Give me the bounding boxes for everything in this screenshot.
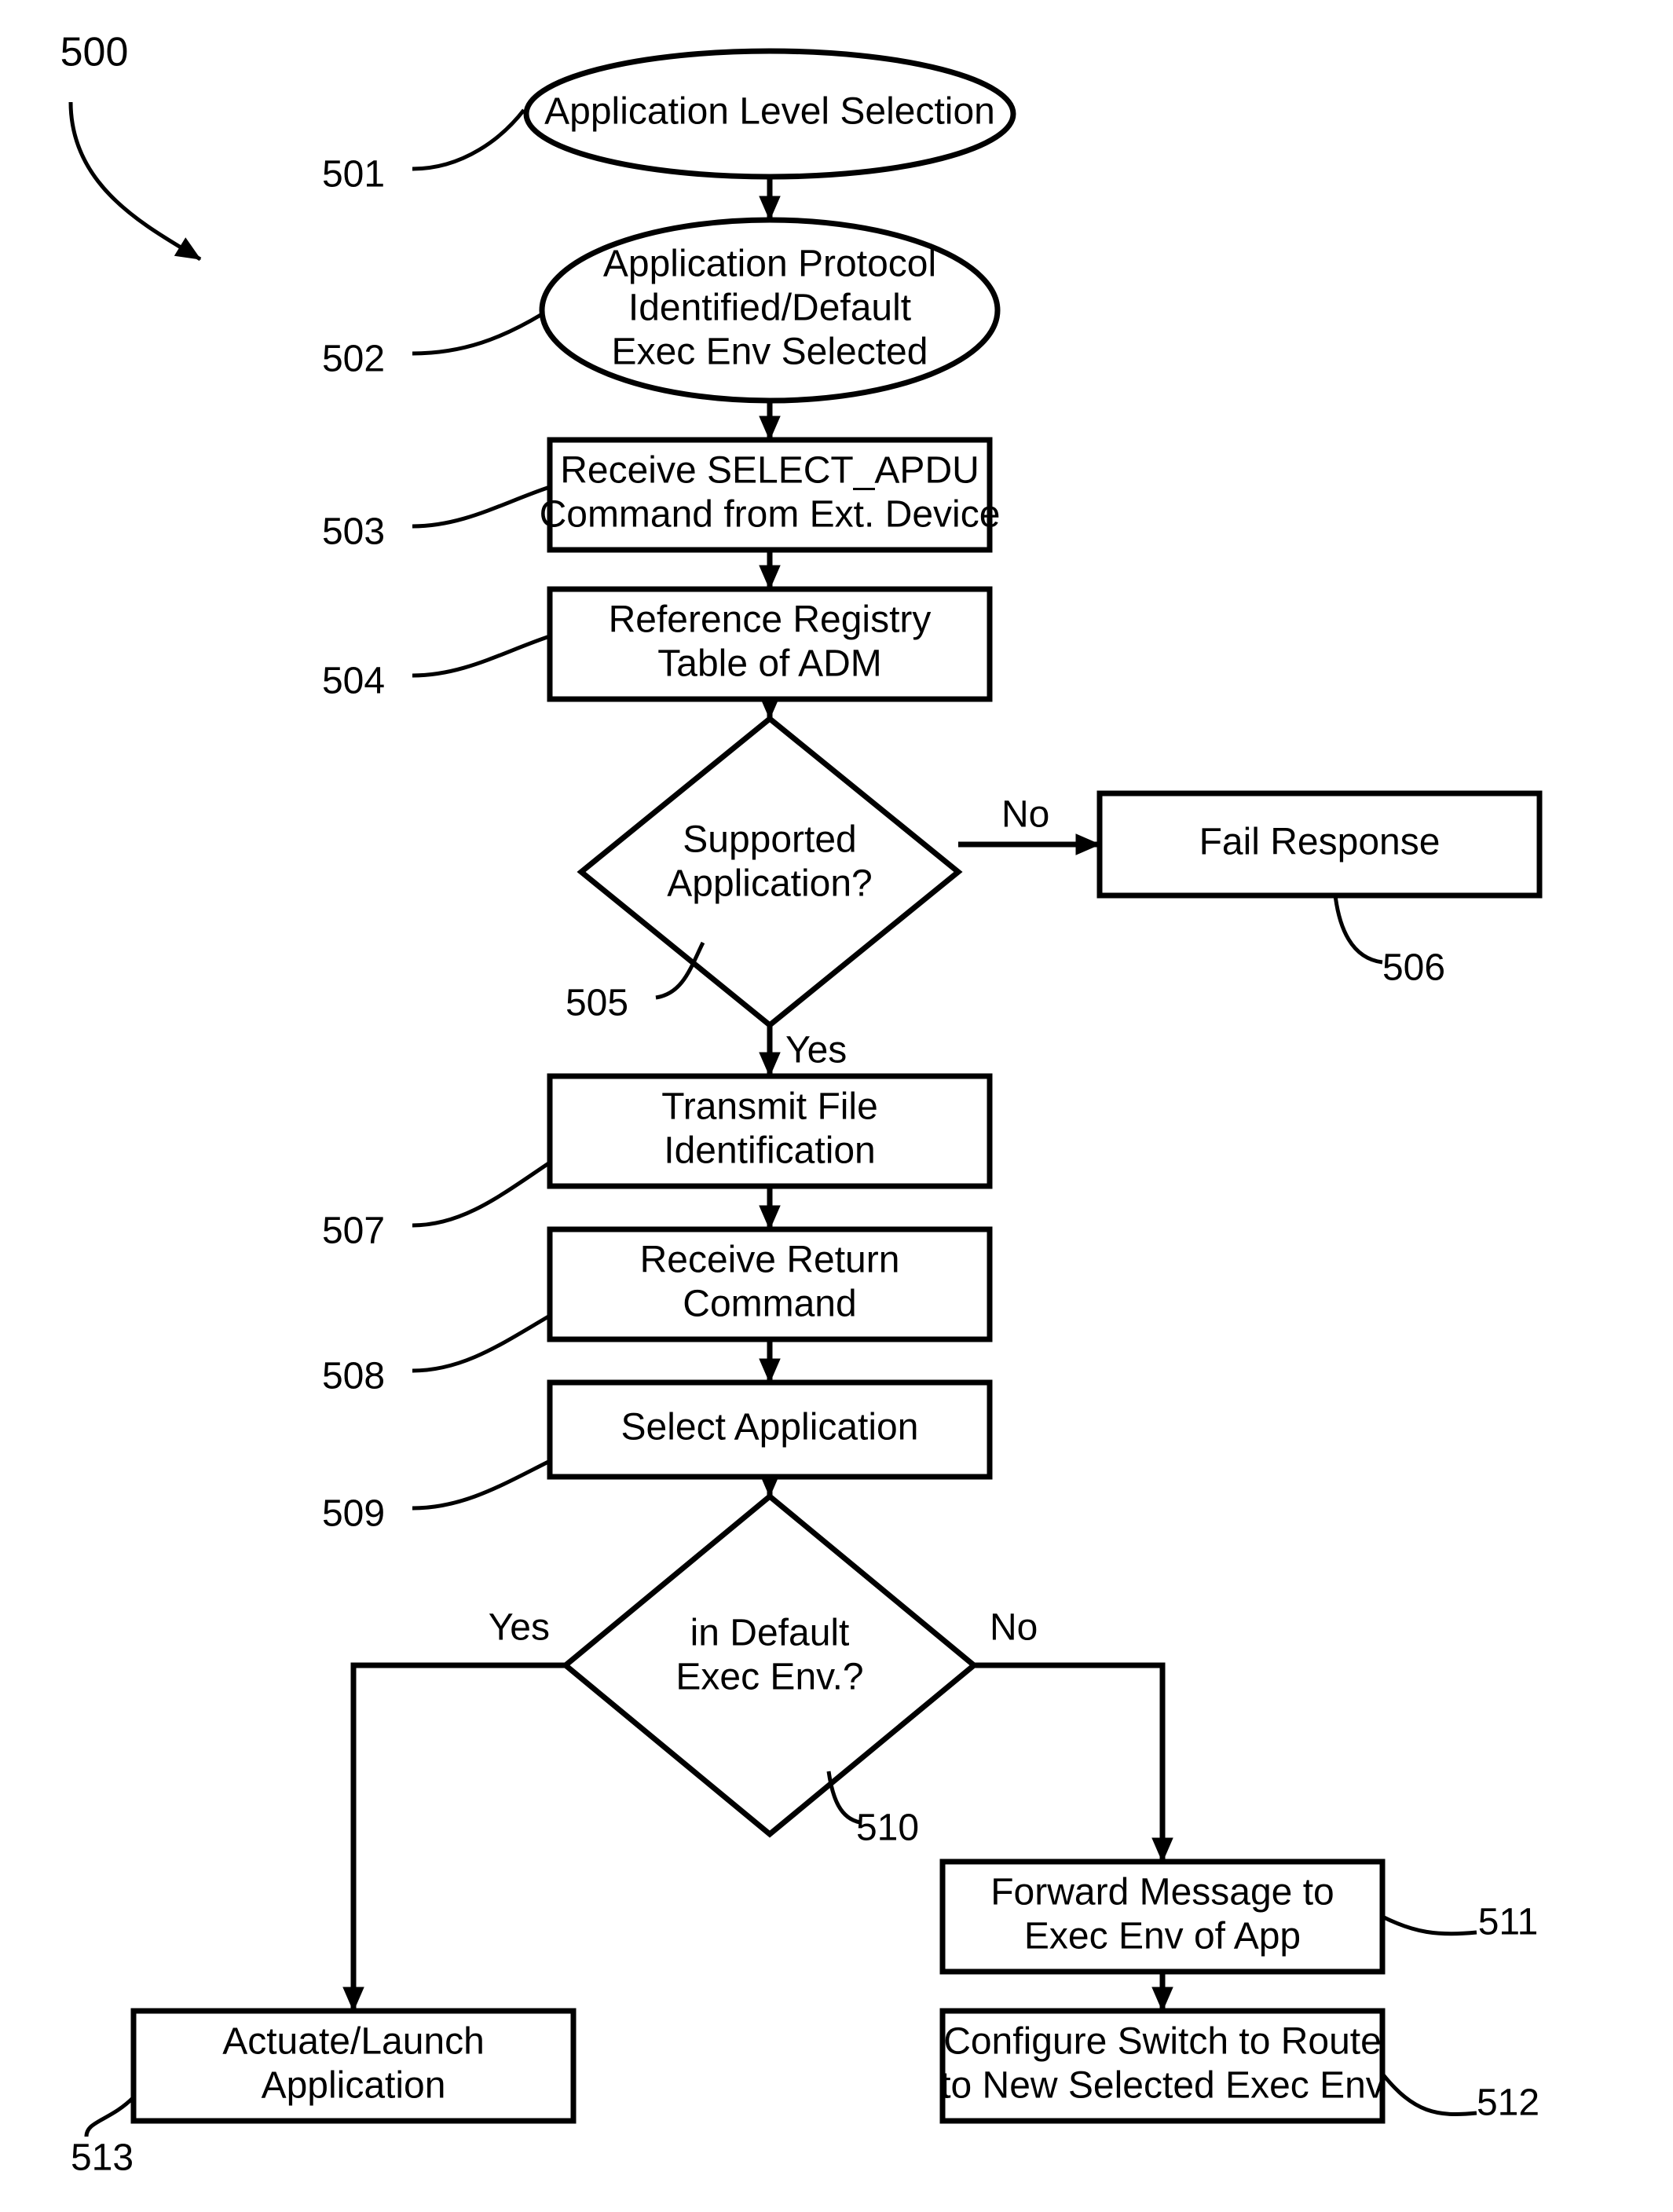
ref-label-501: 501	[322, 154, 385, 196]
node-n508-line1: Command	[683, 1284, 856, 1325]
node-n510-line1: Exec Env.?	[675, 1657, 863, 1698]
node-n512-line0: Configure Switch to Route	[943, 2021, 1382, 2063]
node-n504-line0: Reference Registry	[609, 599, 932, 641]
edge-n510-n513	[353, 1665, 566, 2011]
node-n507-line1: Identification	[664, 1130, 876, 1172]
ref-leader-506	[1335, 895, 1382, 962]
node-n503-line1: Command from Ext. Device	[540, 494, 1001, 536]
node-n513-line1: Application	[262, 2065, 446, 2107]
node-n502-line0: Application Protocol	[603, 244, 936, 285]
ref-label-513: 513	[71, 2137, 134, 2179]
ref-label-504: 504	[322, 661, 385, 702]
node-n502-line1: Identified/Default	[628, 287, 911, 329]
node-n507-line0: Transmit File	[661, 1086, 878, 1128]
edge-label-n505-n506: No	[1001, 794, 1049, 836]
edge-n510-n511	[974, 1665, 1162, 1862]
ref-label-508: 508	[322, 1356, 385, 1397]
node-n505-line1: Application?	[667, 863, 873, 905]
ref-leader-502	[412, 314, 542, 353]
ref-label-512: 512	[1477, 2082, 1539, 2124]
node-n510-line0: in Default	[690, 1613, 850, 1654]
ref-leader-504	[412, 636, 550, 676]
node-n504-line1: Table of ADM	[657, 643, 881, 685]
ref-label-506: 506	[1382, 947, 1445, 989]
ref-leader-503	[412, 487, 550, 526]
edge-label-n505-n507: Yes	[785, 1030, 847, 1071]
node-n508-line0: Receive Return	[640, 1240, 900, 1281]
node-n513-line0: Actuate/Launch	[222, 2021, 485, 2063]
ref-leader-501	[412, 110, 524, 169]
edge-label-n510-n511: No	[990, 1607, 1038, 1649]
ref-label-502: 502	[322, 339, 385, 380]
node-n505-line0: Supported	[683, 819, 857, 861]
node-n503-line0: Receive SELECT_APDU	[560, 450, 979, 492]
ref-label-505: 505	[566, 983, 628, 1024]
figure-label: 500	[60, 30, 129, 75]
node-n509-line0: Select Application	[621, 1407, 919, 1448]
ref-label-507: 507	[322, 1210, 385, 1252]
ref-leader-511	[1382, 1917, 1477, 1934]
ref-leader-509	[412, 1461, 550, 1508]
node-n511-line1: Exec Env of App	[1024, 1916, 1301, 1957]
node-n512-line1: to New Selected Exec Env	[940, 2065, 1385, 2107]
node-n501-line0: Application Level Selection	[544, 91, 995, 133]
node-n502-line2: Exec Env Selected	[612, 331, 928, 373]
ref-leader-508	[412, 1316, 550, 1371]
ref-label-511: 511	[1478, 1902, 1539, 1943]
ref-leader-512	[1382, 2074, 1477, 2115]
ref-label-503: 503	[322, 511, 385, 553]
ref-leader-507	[412, 1163, 550, 1225]
ref-leader-513	[86, 2097, 134, 2137]
ref-label-510: 510	[856, 1807, 919, 1849]
ref-label-509: 509	[322, 1493, 385, 1535]
node-n511-line0: Forward Message to	[990, 1872, 1334, 1914]
node-n506-line0: Fail Response	[1199, 822, 1441, 863]
edge-label-n510-n513: Yes	[489, 1607, 550, 1649]
